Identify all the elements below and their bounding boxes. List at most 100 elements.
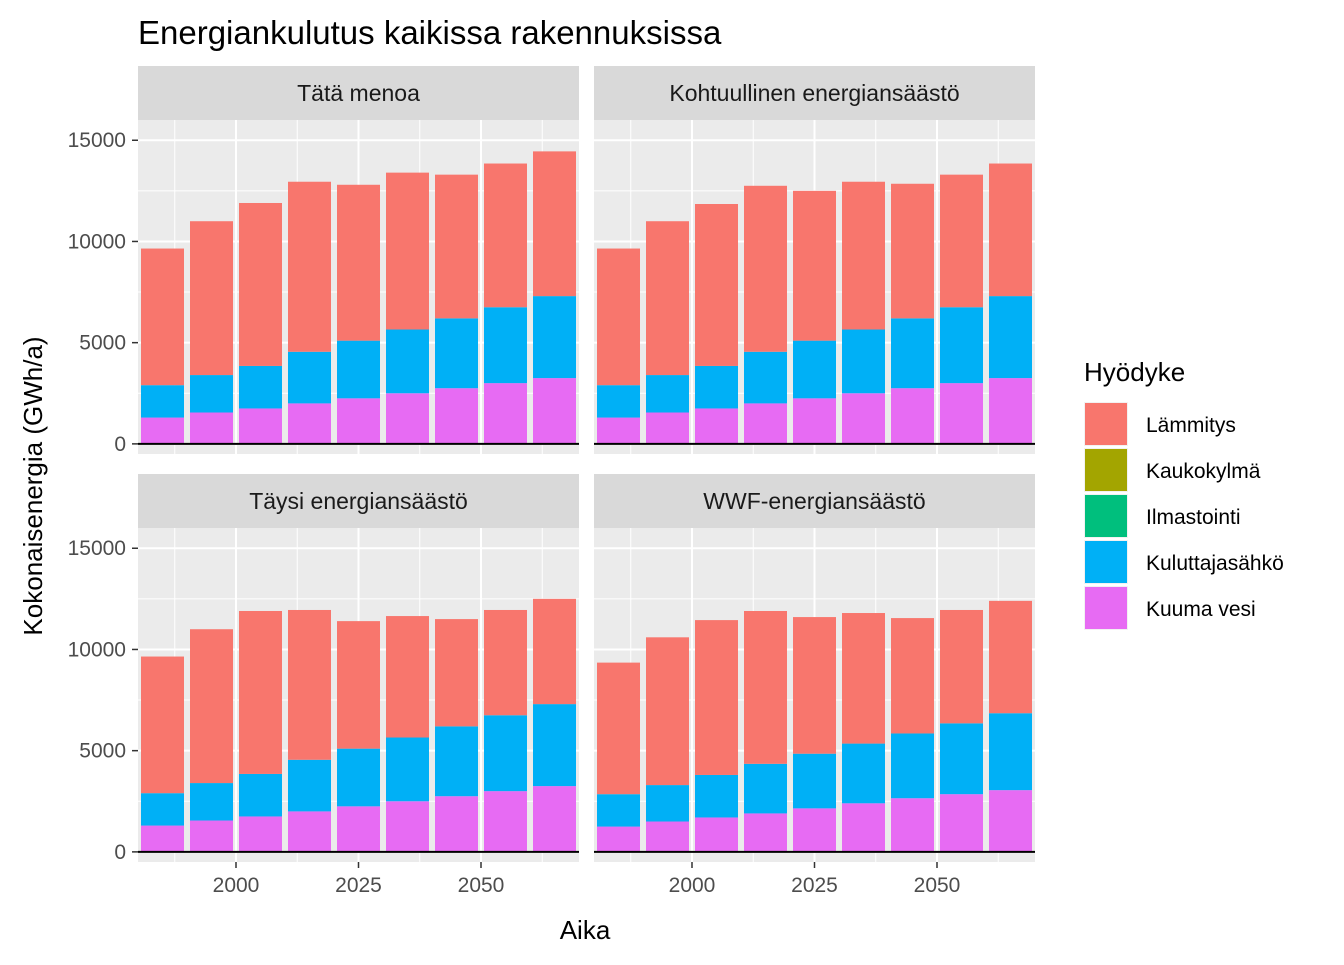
bar-segment <box>793 808 836 852</box>
panel-4: WWF-energiansäästö 2000 2025 2050 <box>594 474 1035 897</box>
legend-title: Hyödyke <box>1084 357 1185 387</box>
bar-segment <box>190 412 233 444</box>
bar-segment <box>533 378 576 444</box>
facet-strip <box>594 474 1035 528</box>
bar-segment <box>891 388 934 444</box>
legend-label: Lämmitys <box>1146 414 1236 437</box>
bar-segment <box>484 307 527 384</box>
bar-segment <box>386 737 429 802</box>
bar-segment <box>337 748 380 807</box>
bar-segment <box>533 598 576 705</box>
bar-segment <box>141 385 184 418</box>
bar-segment <box>744 813 787 852</box>
bar-segment <box>793 340 836 399</box>
bar-segment <box>597 794 640 827</box>
bar-segment <box>744 185 787 352</box>
bar-segment <box>239 773 282 817</box>
bar-segment <box>842 743 885 804</box>
bar-segment <box>744 403 787 444</box>
bar-segment <box>190 221 233 376</box>
bar-segment <box>646 637 689 786</box>
x-tick-label: 2050 <box>914 874 961 897</box>
facet-strip <box>138 474 579 528</box>
bar-segment <box>337 398 380 444</box>
bar-segment <box>484 609 527 716</box>
bar-segment <box>989 790 1032 852</box>
legend-swatch <box>1085 495 1127 537</box>
bar-segment <box>288 181 331 352</box>
bar-segment <box>239 610 282 774</box>
bar-segment <box>190 375 233 413</box>
bar-segment <box>842 613 885 744</box>
bar-segment <box>744 351 787 404</box>
x-axis-label: Aika <box>560 915 611 945</box>
legend-swatch <box>1085 449 1127 491</box>
bar-segment <box>190 629 233 784</box>
panel-3: Täysi energiansäästö 0 5000 10000 15000 2000 2… <box>68 474 579 897</box>
bar-segment <box>190 820 233 852</box>
x-tick-label: 2000 <box>213 874 260 897</box>
bar-segment <box>891 183 934 319</box>
bar-segment <box>337 621 380 749</box>
y-tick-label: 0 <box>114 433 126 456</box>
bar-segment <box>695 774 738 818</box>
y-tick-label: 10000 <box>68 638 126 661</box>
bar-segment <box>646 785 689 822</box>
bar-segment <box>940 307 983 384</box>
bar-segment <box>989 600 1032 714</box>
bar-segment <box>940 383 983 444</box>
bar-segment <box>435 388 478 444</box>
x-tick-label: 2050 <box>458 874 505 897</box>
bar-segment <box>842 329 885 394</box>
bar-segment <box>646 221 689 376</box>
legend-label: Kuluttajasähkö <box>1146 552 1284 575</box>
bar-segment <box>288 811 331 852</box>
legend-swatch <box>1085 587 1127 629</box>
bar-segment <box>533 704 576 787</box>
bar-segment <box>793 190 836 341</box>
bar-segment <box>239 365 282 409</box>
bar-segment <box>337 340 380 399</box>
y-tick-label: 5000 <box>79 332 126 355</box>
bar-segment <box>646 375 689 413</box>
bar-segment <box>989 163 1032 297</box>
bar-segment <box>239 202 282 366</box>
x-tick-label: 2000 <box>669 874 716 897</box>
y-tick-label: 15000 <box>68 537 126 560</box>
bar-segment <box>386 172 429 330</box>
bar-segment <box>239 408 282 444</box>
bar-segment <box>190 783 233 821</box>
bar-segment <box>337 184 380 341</box>
x-tick-label: 2025 <box>335 874 382 897</box>
bar-segment <box>533 296 576 379</box>
bar-segment <box>646 412 689 444</box>
y-tick-label: 15000 <box>68 129 126 152</box>
bar-segment <box>288 759 331 812</box>
legend-swatch <box>1085 541 1127 583</box>
bar-segment <box>435 619 478 727</box>
bar-segment <box>386 393 429 444</box>
bar-segment <box>891 318 934 389</box>
bar-segment <box>386 616 429 738</box>
y-tick-label: 0 <box>114 841 126 864</box>
bar-segment <box>793 753 836 809</box>
bar-segment <box>597 248 640 386</box>
bar-segment <box>484 163 527 308</box>
facet-strip-label: Kohtuullinen energiansäästö <box>669 80 959 106</box>
bar-segment <box>646 821 689 852</box>
bar-segment <box>940 609 983 724</box>
legend-label: Ilmastointi <box>1146 506 1241 529</box>
bar-segment <box>484 715 527 792</box>
bar-segment <box>597 662 640 795</box>
bar-segment <box>793 398 836 444</box>
bar-segment <box>141 417 184 444</box>
bar-segment <box>695 408 738 444</box>
y-axis-label: Kokonaisenergia (GWh/a) <box>18 336 48 635</box>
bar-segment <box>239 816 282 852</box>
legend-label: Kaukokylmä <box>1146 460 1261 483</box>
bar-segment <box>842 393 885 444</box>
bar-segment <box>533 786 576 852</box>
bar-segment <box>484 383 527 444</box>
bar-segment <box>141 656 184 794</box>
bar-segment <box>288 403 331 444</box>
